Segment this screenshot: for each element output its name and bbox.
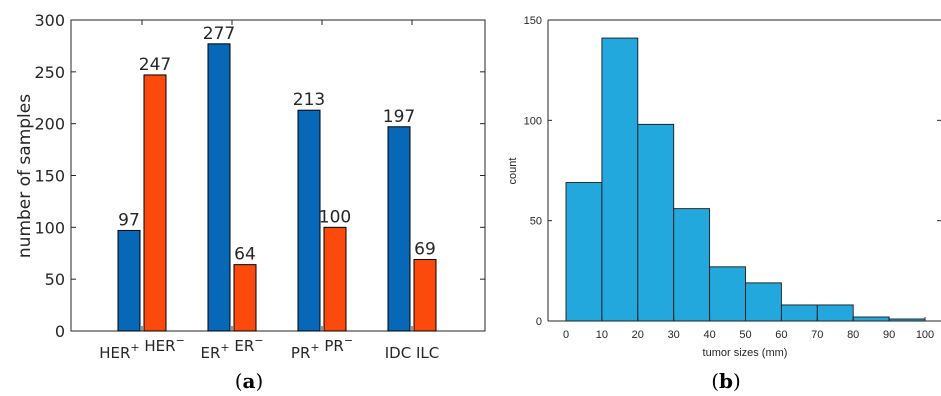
y-tick-label-b: 50 [530,216,542,228]
category-sup: − [254,334,263,347]
y-axis-label-b: count [507,158,519,185]
bar-2-0 [297,109,321,332]
bar-value-label: 197 [383,107,415,127]
caption-b: (b) [711,369,741,393]
histogram-bin-0 [565,182,603,322]
x-category-label-a: IDC ILC [385,344,440,362]
bar-value-label: 97 [118,210,140,230]
x-tick-label-b: 0 [563,329,569,341]
category-sup: − [344,334,353,347]
bar-3-1 [413,258,437,332]
y-tick-label-a: 250 [34,63,65,82]
bar-3-0 [387,126,411,332]
x-tick-label-b: 70 [811,329,823,341]
x-tick-label-b: 80 [847,329,859,341]
y-tick-label-a: 0 [55,322,65,341]
bar-0-0 [117,229,141,332]
x-category-label-a: HER+ HER− [99,334,185,362]
bar-chart-a: 0 50 100 150 200 250 300 number of samples 97 247… [15,11,486,393]
bar-value-label: 69 [414,239,436,259]
x-tick-label-b: 10 [596,329,608,341]
bar-value-label: 213 [293,90,325,110]
caption-paren: ) [733,369,741,393]
bar-1-0 [207,43,231,332]
bar-value-label: 100 [319,207,351,227]
y-tick-label-b: 0 [536,316,542,328]
caption-paren: ( [235,369,243,393]
y-tick-label-a: 200 [34,115,65,134]
category-sup: − [176,334,185,347]
x-category-label-a: PR+ PR− [291,334,353,362]
x-tick-label-b: 30 [668,329,680,341]
histogram-bin-2 [637,123,675,322]
category-sup: + [220,341,229,354]
category-base: PR [324,337,343,355]
caption-letter: b [719,369,733,393]
category-base: ILC [416,344,439,362]
x-tick-label-b: 20 [632,329,644,341]
category-base: PR [291,344,310,362]
category-base: HER [99,344,130,362]
histogram-bin-9 [888,318,926,322]
histogram-bin-6 [780,304,818,322]
y-tick-label-a: 100 [34,218,65,237]
histogram-b: 0 50 100 150 0 10 20 30 40 50 60 70 80 90 100 tumor siz… [507,15,941,393]
histogram-bin-7 [816,304,854,322]
x-tick-label-b: 50 [739,329,751,341]
histogram-bin-3 [673,208,711,322]
caption-letter: a [243,369,256,393]
caption-paren: ( [711,369,719,393]
y-tick-label-b: 100 [524,115,542,127]
histogram-bin-5 [745,282,782,322]
y-axis-label-a: number of samples [15,94,35,258]
category-sup: + [130,341,139,354]
bar-2-1 [323,226,347,332]
bar-value-label: 64 [234,245,256,265]
x-tick-label-b: 40 [703,329,715,341]
x-tick-label-b: 60 [775,329,787,341]
histogram-bin-4 [709,266,746,322]
bar-1-1 [233,264,257,332]
x-category-label-a: ER+ ER− [200,334,263,362]
category-base: IDC [385,344,411,362]
y-tick-label-a: 150 [34,167,65,186]
category-base: ER [200,344,220,362]
bar-value-label: 247 [139,55,171,75]
category-base: ER [234,337,254,355]
category-sup: + [310,341,319,354]
x-axis-label-b: tumor sizes (mm) [703,347,788,359]
caption-a: (a) [235,369,264,393]
y-tick-label-b: 150 [524,15,542,27]
histogram-bin-8 [852,316,890,322]
x-tick-label-b: 100 [916,329,934,341]
y-tick-label-a: 300 [34,11,65,30]
category-base: HER [144,337,175,355]
y-tick-label-a: 50 [45,270,65,289]
caption-paren: ) [255,369,263,393]
bar-value-label: 277 [203,24,235,44]
x-tick-label-b: 90 [883,329,895,341]
bar-0-1 [143,74,167,332]
histogram-bin-1 [601,37,639,322]
